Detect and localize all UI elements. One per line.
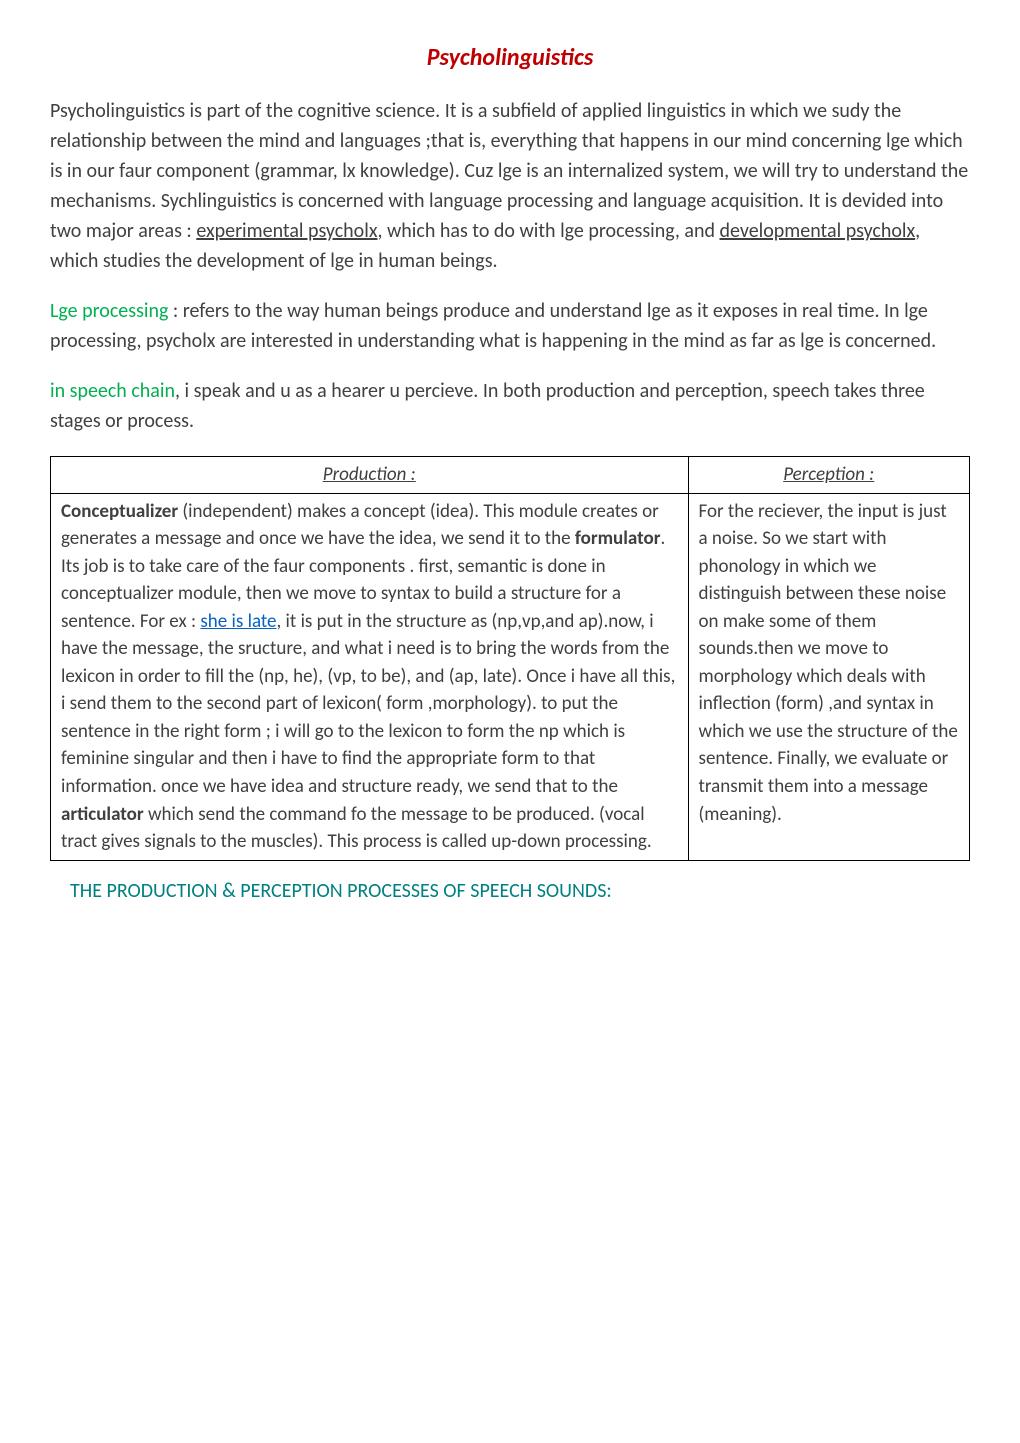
production-perception-table: Production : Perception : Conceptualizer… xyxy=(50,456,970,861)
table-row: Conceptualizer (independent) makes a con… xyxy=(51,493,970,860)
para1-underline-1: experimental psycholx xyxy=(196,219,377,243)
para1-underline-2: developmental psycholx xyxy=(720,219,916,243)
footer-heading: THE PRODUCTION & PERCEPTION PROCESSES OF… xyxy=(50,876,970,906)
prod-seg3: , it is put in the structure as (np,vp,a… xyxy=(61,610,675,798)
cell-perception: For the reciever, the input is just a no… xyxy=(688,493,969,860)
paragraph-lge-processing: Lge processing : refers to the way human… xyxy=(50,296,970,356)
title-text: Psycholinguistics xyxy=(427,43,594,72)
header-perception: Perception : xyxy=(688,457,969,494)
paragraph-intro: Psycholinguistics is part of the cogniti… xyxy=(50,96,970,276)
speech-chain-rest: , i speak and u as a hearer u percieve. … xyxy=(50,379,925,433)
cell-production: Conceptualizer (independent) makes a con… xyxy=(51,493,689,860)
lge-processing-rest: : refers to the way human beings produce… xyxy=(50,299,936,353)
bold-articulator: articulator xyxy=(61,803,144,826)
table-row: Production : Perception : xyxy=(51,457,970,494)
page-title: Psycholinguistics xyxy=(50,40,970,76)
paragraph-speech-chain: in speech chain, i speak and u as a hear… xyxy=(50,376,970,436)
bold-conceptualizer: Conceptualizer xyxy=(61,500,178,523)
header-production: Production : xyxy=(51,457,689,494)
speech-chain-term: in speech chain xyxy=(50,379,175,403)
footer-text: THE PRODUCTION & PERCEPTION PROCESSES OF… xyxy=(70,879,612,903)
bold-formulator: formulator xyxy=(575,527,661,550)
example-link: she is late xyxy=(200,610,276,633)
para1-mid: , which has to do with lge processing, a… xyxy=(377,219,719,243)
lge-processing-term: Lge processing xyxy=(50,299,168,323)
prod-seg4: which send the command fo the message to… xyxy=(61,803,652,854)
